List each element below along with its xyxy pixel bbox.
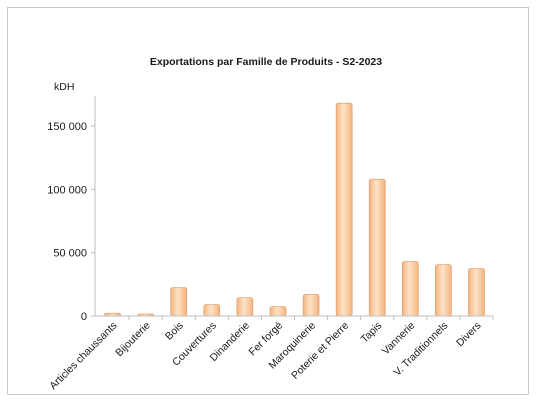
bar [236, 297, 254, 317]
chart-frame: Exportations par Famille de Produits - S… [7, 7, 529, 395]
y-axis-unit-label: kDH [54, 81, 74, 93]
y-tick-label: 0 [81, 311, 87, 323]
x-tick-label: Tapis [359, 320, 385, 346]
bars-group [104, 102, 485, 317]
y-ticks-group: 0 50 000 100 000 150 000 [47, 121, 95, 323]
x-tick-label: Bijouterie [113, 320, 153, 360]
bar [203, 304, 221, 317]
x-tick-label: Articles chaussants [47, 320, 119, 392]
bar [302, 294, 320, 317]
bar [269, 306, 287, 317]
bar [368, 178, 386, 317]
x-tick-label: Poterie et Pierre [289, 320, 351, 382]
bar-chart: Exportations par Famille de Produits - S… [47, 56, 494, 392]
bar [170, 287, 188, 317]
y-tick-label: 50 000 [53, 248, 87, 260]
bar [468, 268, 485, 317]
x-tick-label: Bois [163, 320, 186, 343]
bar [401, 261, 419, 317]
bar [335, 102, 353, 317]
bar [435, 264, 452, 317]
y-tick-label: 150 000 [47, 121, 87, 133]
y-tick-label: 100 000 [47, 184, 87, 196]
chart-title: Exportations par Famille de Produits - S… [150, 56, 382, 68]
x-tick-label: Divers [454, 320, 484, 350]
